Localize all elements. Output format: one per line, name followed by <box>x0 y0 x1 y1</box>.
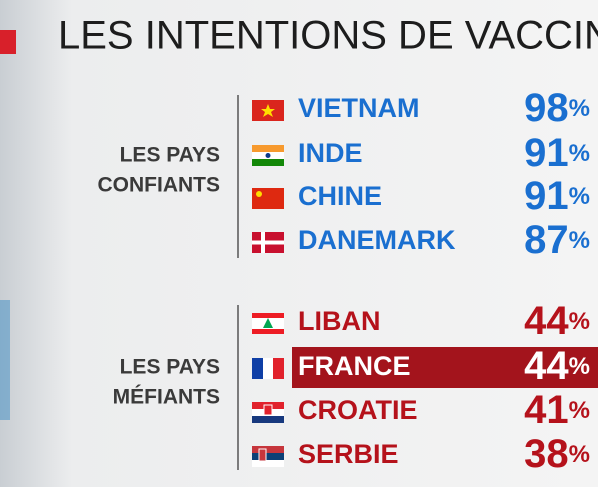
percent: 91% <box>524 131 590 175</box>
flag-chine <box>252 188 284 209</box>
country-name: INDE <box>298 138 363 168</box>
percent-value: 41 <box>524 388 569 432</box>
percent-value: 44 <box>524 299 569 343</box>
group-label: CONFIANTS <box>98 174 221 197</box>
percent: 41% <box>524 388 590 432</box>
percent-value: 44 <box>524 344 569 388</box>
percent-value: 38 <box>524 432 569 476</box>
percent-value: 91 <box>524 131 569 175</box>
group-label: LES PAYS <box>120 356 220 379</box>
flag-inde <box>252 145 284 166</box>
percent-unit: % <box>569 95 590 122</box>
flag-france <box>252 358 284 379</box>
country-name: FRANCE <box>298 351 411 381</box>
flag-danemark <box>252 232 284 253</box>
percent: 38% <box>524 432 590 476</box>
percent: 91% <box>524 174 590 218</box>
percent-unit: % <box>569 397 590 424</box>
percent-value: 91 <box>524 174 569 218</box>
country-name: CROATIE <box>298 395 418 425</box>
percent: 98% <box>524 86 590 130</box>
country-name: SERBIE <box>298 439 399 469</box>
country-name: CHINE <box>298 181 382 211</box>
channel-tab <box>0 30 16 54</box>
flag-liban <box>252 313 284 334</box>
percent: 44% <box>524 344 590 388</box>
title: LES INTENTIONS DE VACCINA <box>58 14 598 58</box>
percent-unit: % <box>569 308 590 335</box>
flag-croatie <box>252 402 284 423</box>
group-label: MÉFIANTS <box>113 386 220 409</box>
percent-unit: % <box>569 227 590 254</box>
percent-value: 87 <box>524 218 569 262</box>
percent-unit: % <box>569 353 590 380</box>
country-name: LIBAN <box>298 306 381 336</box>
flag-serbie <box>252 446 284 467</box>
side-decor <box>0 300 10 420</box>
percent-unit: % <box>569 441 590 468</box>
country-name: VIETNAM <box>298 93 420 123</box>
percent: 87% <box>524 218 590 262</box>
percent: 44% <box>524 299 590 343</box>
group-label: LES PAYS <box>120 144 220 167</box>
highlight <box>292 347 598 388</box>
country-name: DANEMARK <box>298 225 456 255</box>
flags <box>252 100 284 467</box>
percent-unit: % <box>569 183 590 210</box>
percent-unit: % <box>569 140 590 167</box>
percent-value: 98 <box>524 86 569 130</box>
flag-vietnam <box>252 100 284 121</box>
